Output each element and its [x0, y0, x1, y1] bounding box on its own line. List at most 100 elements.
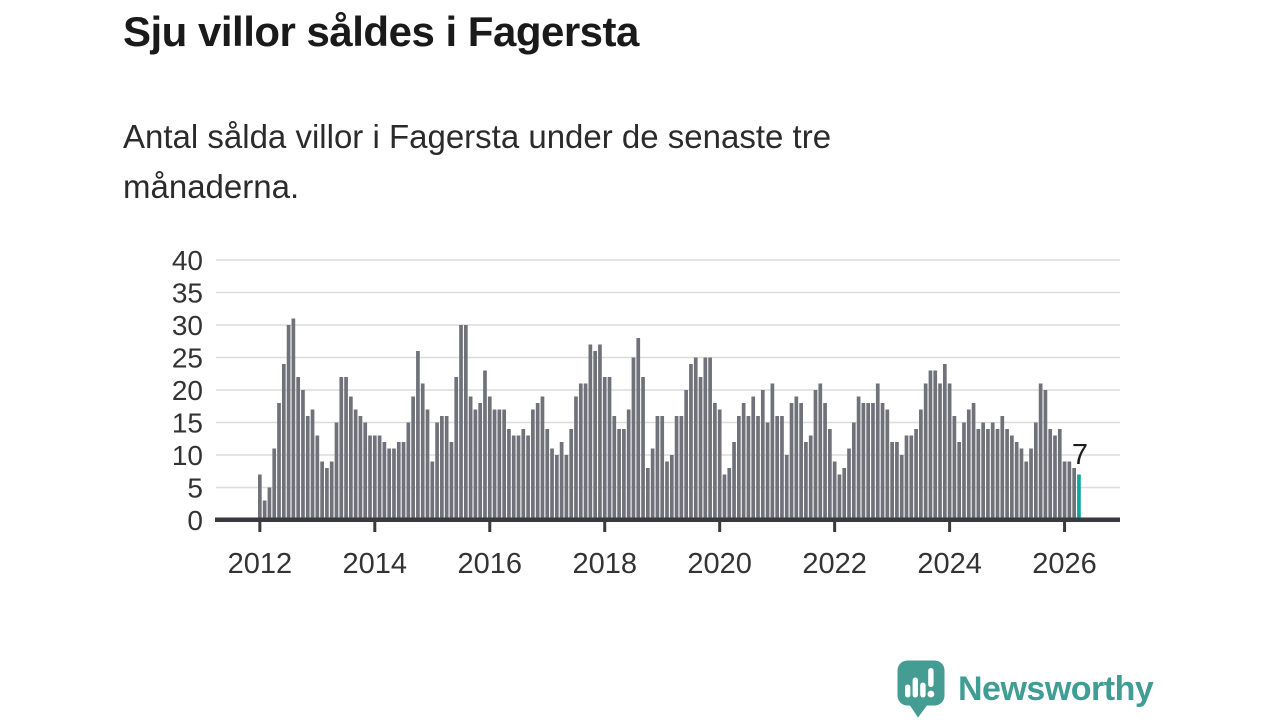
x-tick-label: 2014: [343, 548, 408, 580]
bar: [1024, 461, 1029, 521]
page-title: Sju villor såldes i Fagersta: [123, 8, 639, 55]
bar: [463, 325, 468, 521]
bar: [631, 357, 636, 521]
bar: [329, 461, 334, 521]
bar: [760, 390, 765, 521]
bar: [909, 435, 914, 521]
bar: [559, 442, 564, 521]
bar: [832, 461, 837, 521]
bar: [890, 442, 894, 521]
bar: [904, 435, 909, 521]
y-tick-label: 0: [187, 505, 203, 536]
bar: [636, 338, 641, 521]
bar: [746, 416, 751, 521]
logo-bar-icon-2: [912, 677, 918, 698]
bar: [1033, 422, 1038, 521]
bar: [272, 448, 277, 521]
bar: [923, 383, 928, 521]
bar: [880, 403, 885, 521]
newsworthy-logo: Newsworthy: [897, 660, 1154, 718]
last-value-annotation: 7: [1072, 439, 1088, 471]
y-tick-label: 20: [172, 375, 203, 406]
bar: [1000, 416, 1005, 521]
bar: [866, 403, 871, 521]
bar: [396, 442, 401, 521]
bar: [665, 461, 669, 521]
y-tick-label: 10: [172, 440, 203, 471]
bar: [483, 370, 487, 521]
bar: [780, 416, 784, 521]
bar: [804, 442, 808, 521]
bar: [626, 409, 631, 521]
y-tick-label: 30: [172, 310, 203, 341]
bar: [679, 416, 684, 521]
bar: [851, 422, 856, 521]
bar: [1067, 461, 1072, 521]
bar: [516, 435, 521, 521]
x-tick-label: 2024: [917, 548, 982, 580]
bar: [262, 500, 267, 521]
x-tick-label: 2012: [228, 548, 293, 580]
bar: [808, 435, 813, 521]
bar: [617, 429, 621, 521]
bar: [856, 396, 861, 521]
bar: [325, 468, 329, 521]
bar: [291, 318, 296, 521]
bar: [885, 409, 890, 521]
bar: [698, 377, 703, 521]
bar: [990, 422, 995, 521]
bar: [372, 435, 377, 521]
bar: [511, 435, 516, 521]
bar: [799, 403, 803, 521]
bar: [1010, 435, 1014, 521]
bar: [521, 429, 526, 521]
y-tick-label: 40: [172, 245, 203, 276]
bar: [334, 422, 339, 521]
bar: [1005, 429, 1009, 521]
bar: [574, 396, 578, 521]
bar: [535, 403, 540, 521]
bar: [842, 468, 847, 521]
bar: [861, 403, 866, 521]
bar: [962, 422, 966, 521]
bar: [607, 377, 612, 521]
logo-bar-icon-3: [920, 682, 926, 698]
bar: [444, 416, 449, 521]
bar: [751, 396, 756, 521]
x-tick-label: 2018: [572, 548, 637, 580]
bar: [344, 377, 348, 521]
bar: [554, 455, 559, 521]
bar: [914, 429, 918, 521]
bar: [473, 409, 478, 521]
bar: [392, 448, 396, 521]
bar: [837, 474, 842, 521]
bar: [497, 409, 502, 521]
bar: [765, 422, 770, 521]
bar: [310, 409, 315, 521]
bar: [602, 377, 607, 521]
bar: [440, 416, 444, 521]
bar: [454, 377, 459, 521]
bar: [301, 390, 305, 521]
bar: [1029, 448, 1033, 521]
bar: [727, 468, 732, 521]
bar: [286, 325, 291, 521]
bar: [942, 364, 947, 521]
bar: [1019, 448, 1024, 521]
bar: [645, 468, 650, 521]
bar: [794, 396, 799, 521]
bar: [928, 370, 933, 521]
bar: [703, 357, 708, 521]
bar: [818, 383, 823, 521]
bar: [947, 383, 952, 521]
bar: [612, 416, 617, 521]
bar: [875, 383, 880, 521]
bar: [401, 442, 406, 521]
bar: [569, 429, 574, 521]
bar: [598, 344, 602, 521]
x-tick-label: 2026: [1032, 548, 1097, 580]
y-tick-label: 25: [172, 343, 203, 374]
logo-exclamation-dot: [927, 690, 935, 698]
